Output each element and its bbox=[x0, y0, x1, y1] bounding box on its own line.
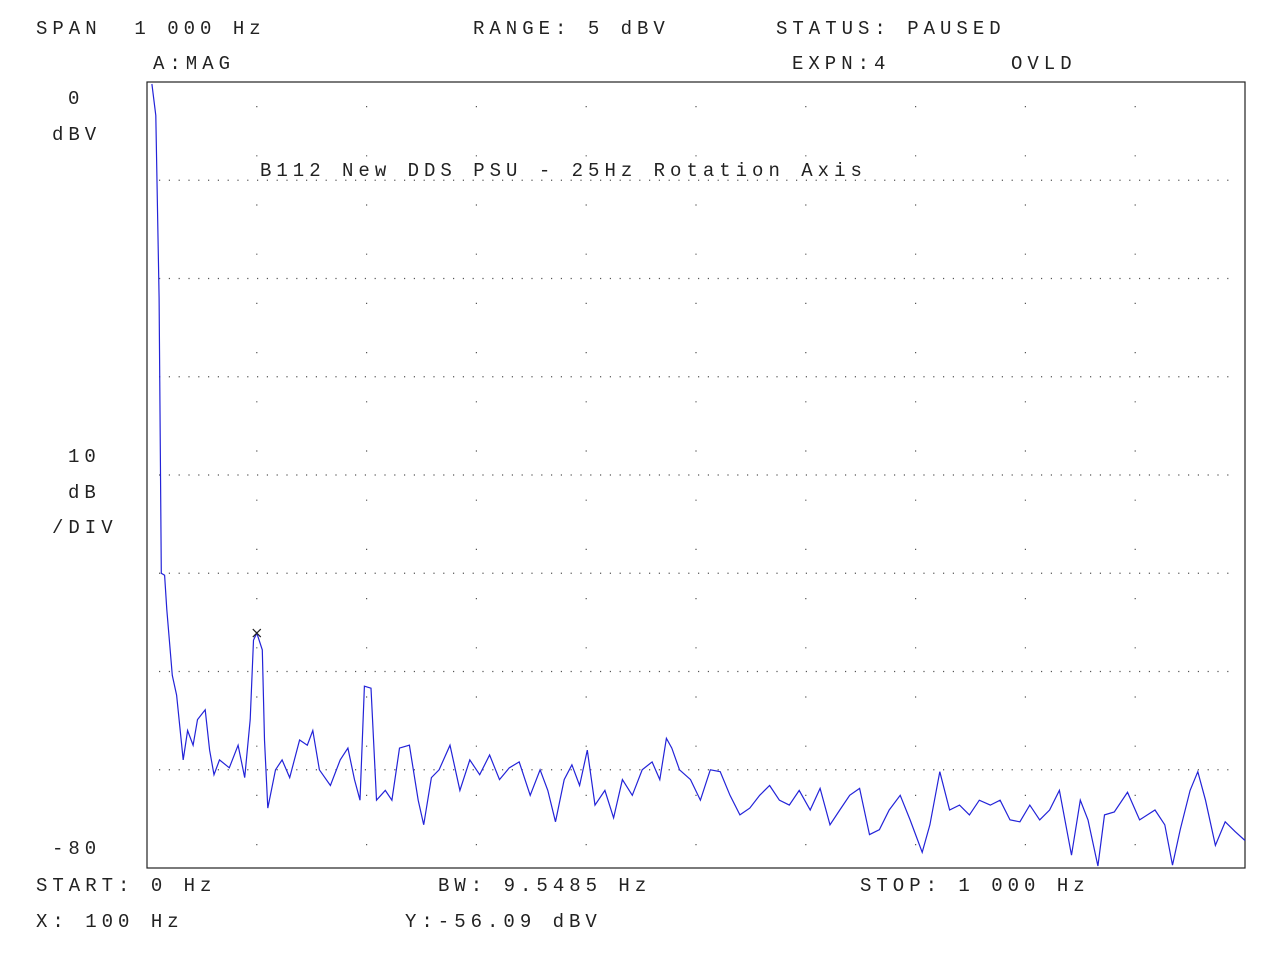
start-label: START: 0 Hz bbox=[36, 875, 216, 897]
marker-y-label: Y:-56.09 dBV bbox=[405, 911, 602, 933]
status-label: STATUS: PAUSED bbox=[776, 18, 1006, 40]
trace-label: A:MAG bbox=[153, 53, 235, 75]
y-div-suffix: /DIV bbox=[52, 517, 118, 539]
y-top-label: 0 bbox=[68, 88, 84, 110]
span-label: SPAN 1 000 Hz bbox=[36, 18, 266, 40]
y-unit: dBV bbox=[52, 124, 101, 146]
plot-frame bbox=[146, 81, 1246, 869]
ovld-label: OVLD bbox=[1011, 53, 1077, 75]
y-div-unit: dB bbox=[68, 482, 101, 504]
range-label: RANGE: 5 dBV bbox=[473, 18, 670, 40]
marker bbox=[252, 628, 262, 638]
bw-label: BW: 9.5485 Hz bbox=[438, 875, 651, 897]
y-bottom-label: -80 bbox=[52, 838, 101, 860]
marker-x-label: X: 100 Hz bbox=[36, 911, 184, 933]
chart-title: B112 New DDS PSU - 25Hz Rotation Axis bbox=[260, 160, 867, 182]
stop-label: STOP: 1 000 Hz bbox=[860, 875, 1090, 897]
expn-label: EXPN:4 bbox=[792, 53, 890, 75]
y-per-div: 10 bbox=[68, 446, 101, 468]
spectrum-trace bbox=[151, 83, 1246, 867]
